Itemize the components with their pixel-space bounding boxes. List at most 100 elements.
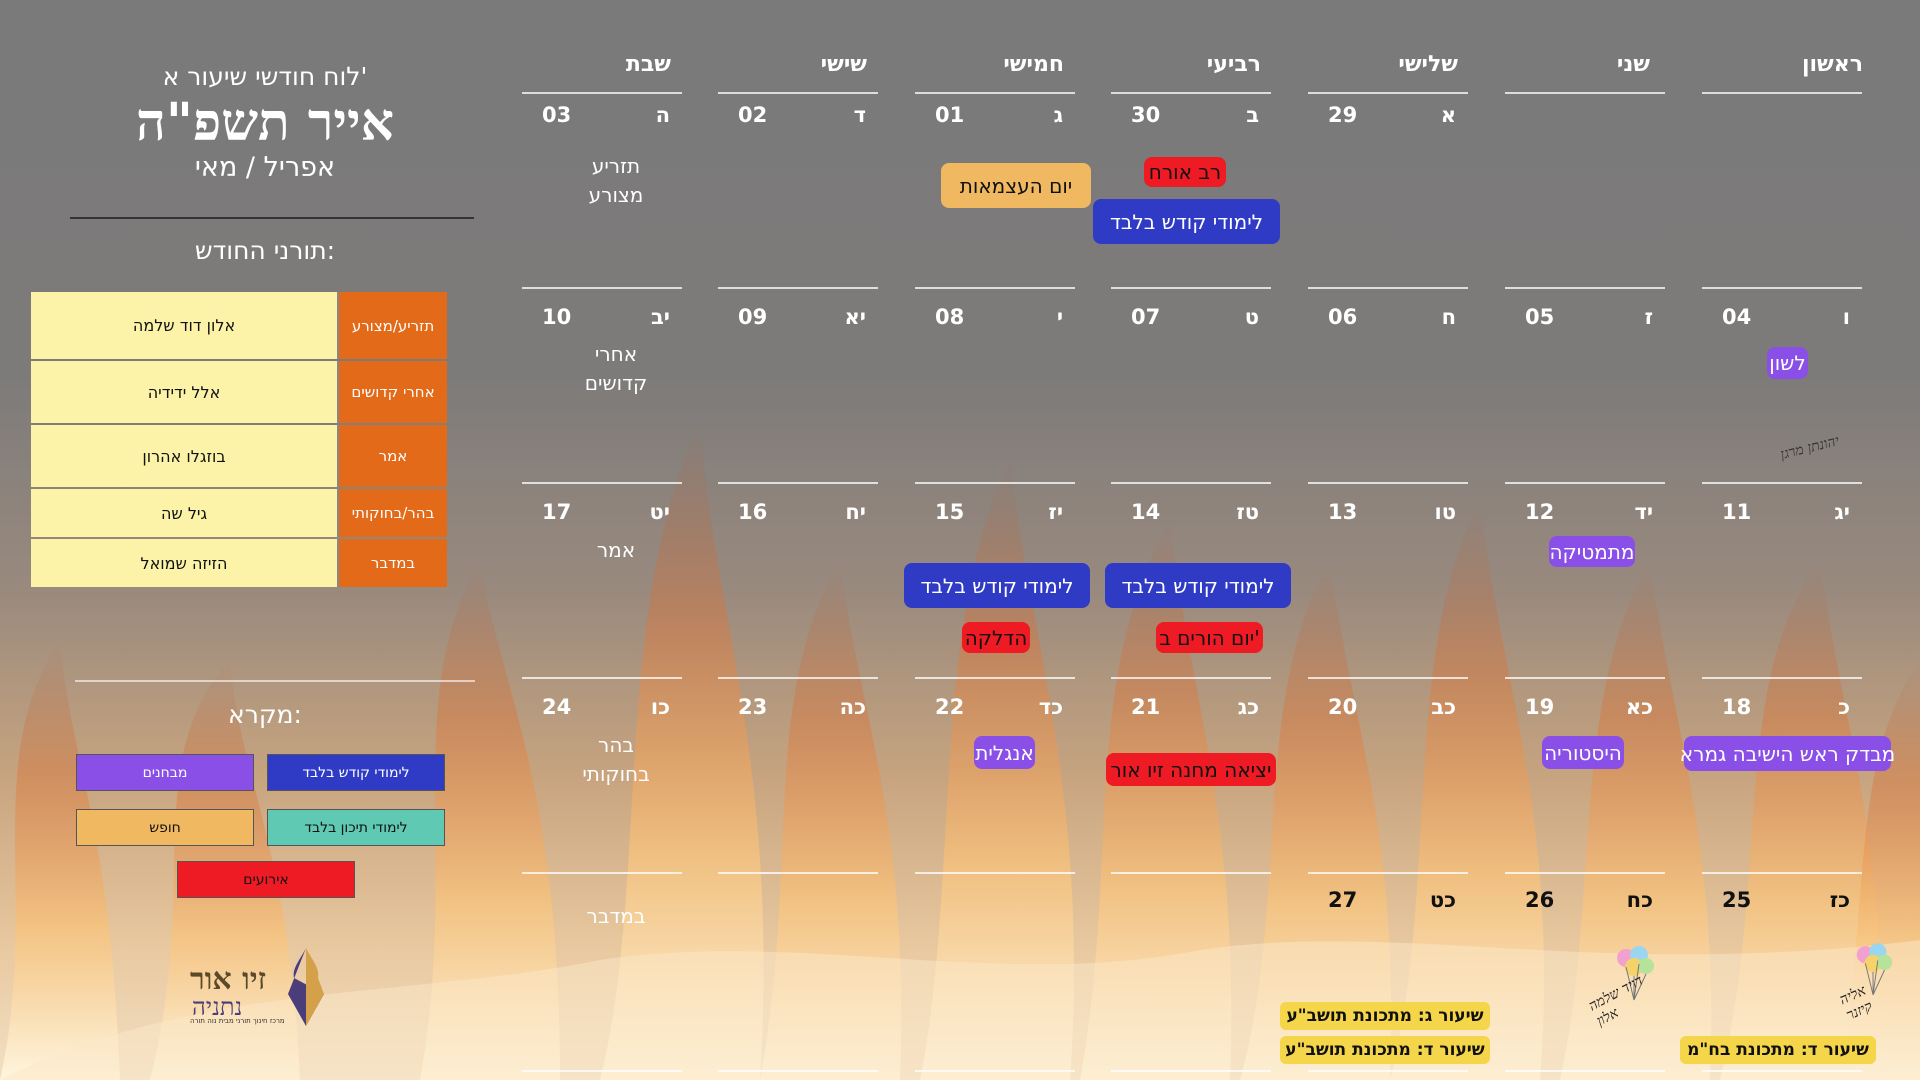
gregorian-date: 24 — [542, 695, 572, 719]
legend-events: אירועים — [177, 861, 355, 898]
duty-row: אמר בוזגלו אהרון — [27, 425, 447, 487]
hebrew-date: יג — [1834, 500, 1850, 524]
duty-row: אחרי קדושים אלל ידידיה — [27, 361, 447, 423]
hebrew-date: ב — [1246, 103, 1259, 127]
grid-line — [1111, 872, 1271, 874]
grid-line — [522, 287, 682, 289]
day-sunday: ראשון — [1801, 52, 1863, 77]
hebrew-date: יב — [651, 305, 670, 329]
gregorian-date: 16 — [738, 500, 768, 524]
grid-line — [1505, 872, 1665, 874]
gregorian-date: 11 — [1722, 500, 1752, 524]
duty-table: תזריע/מצורע אלון דוד שלמה אחרי קדושים אל… — [27, 292, 447, 589]
duty-name: בוזגלו אהרון — [31, 425, 337, 487]
gregorian-date: 02 — [738, 103, 768, 127]
gregorian-date: 13 — [1328, 500, 1358, 524]
duty-title: תורני החודש: — [194, 236, 336, 265]
gregorian-date: 03 — [542, 103, 572, 127]
grid-line — [522, 1070, 682, 1072]
grid-line — [718, 287, 878, 289]
gregorian-date: 26 — [1525, 888, 1555, 912]
grid-line — [1505, 482, 1665, 484]
hebrew-date: יח — [845, 500, 866, 524]
hebrew-date: כט — [1429, 888, 1456, 912]
event-history-exam: היסטוריה — [1542, 736, 1624, 769]
gregorian-date: 14 — [1131, 500, 1161, 524]
day-tuesday: שלישי — [1398, 52, 1458, 77]
hebrew-date: טז — [1236, 500, 1259, 524]
hebrew-date: יד — [1634, 500, 1653, 524]
duty-row: בהר/בחוקותי גיל שה — [27, 489, 447, 537]
grid-line — [915, 92, 1075, 94]
day-monday: שני — [1616, 52, 1650, 77]
hebrew-date: יז — [1048, 500, 1063, 524]
hebrew-date: כו — [650, 695, 670, 719]
duty-row: תזריע/מצורע אלון דוד שלמה — [27, 292, 447, 359]
gregorian-date: 04 — [1722, 305, 1752, 329]
hebrew-date: א — [1440, 103, 1456, 127]
gregorian-date: 09 — [738, 305, 768, 329]
gregorian-date: 25 — [1722, 888, 1752, 912]
event-independence-day: יום העצמאות — [941, 163, 1091, 208]
hebrew-date: ו — [1842, 305, 1850, 329]
grid-line — [1308, 482, 1468, 484]
grid-line — [718, 1070, 878, 1072]
event-exam-g-tosh: שיעור ג: מתכונת תושב"ע — [1280, 1002, 1490, 1030]
duty-parasha: אמר — [337, 425, 447, 487]
parasha-week-3: אמר — [596, 538, 636, 562]
event-kodesh-only: לימודי קודש בלבד — [1093, 199, 1280, 244]
calendar-title: אייר תשפ"ה — [135, 92, 395, 153]
calendar-subtitle: לוח חודשי שיעור א' — [162, 62, 368, 91]
grid-line — [1308, 1070, 1468, 1072]
event-exam-d-tanach: שיעור ד: מתכונת בח"מ — [1680, 1036, 1876, 1064]
hebrew-date: י — [1056, 305, 1063, 329]
grid-line — [915, 482, 1075, 484]
duty-parasha: במדבר — [337, 539, 447, 587]
event-rav-oreach: רב אורח — [1144, 157, 1226, 187]
logo-tagline: מרכז חינוך תורני מבית נוה תורה — [190, 1017, 285, 1025]
gregorian-date: 18 — [1722, 695, 1752, 719]
gregorian-date: 17 — [542, 500, 572, 524]
divider — [75, 680, 475, 682]
grid-line — [1702, 92, 1862, 94]
gregorian-date: 07 — [1131, 305, 1161, 329]
legend-title: מקרא: — [228, 700, 302, 729]
hebrew-date: כ — [1838, 695, 1850, 719]
grid-line — [1308, 872, 1468, 874]
balloons-icon — [1617, 946, 1654, 1001]
hebrew-date: ח — [1441, 305, 1456, 329]
grid-line — [1111, 677, 1271, 679]
grid-line — [522, 92, 682, 94]
day-friday: שישי — [820, 52, 867, 77]
grid-line — [915, 1070, 1075, 1072]
gregorian-date: 01 — [935, 103, 965, 127]
duty-parasha: בהר/בחוקותי — [337, 489, 447, 537]
gregorian-date: 08 — [935, 305, 965, 329]
logo-name: זיו אור — [190, 962, 267, 997]
gregorian-date: 30 — [1131, 103, 1161, 127]
event-lighting: הדלקה — [962, 622, 1030, 653]
parasha-week-5: במדבר — [586, 904, 646, 928]
grid-line — [915, 872, 1075, 874]
event-lashon-exam: לשון — [1767, 347, 1808, 379]
duty-row: במדבר הזיזה שמואל — [27, 539, 447, 587]
day-shabbat: שבת — [625, 52, 671, 77]
grid-line — [1505, 287, 1665, 289]
legend-vacation: חופש — [76, 809, 254, 846]
legend-highschool: לימודי תיכון בלבד — [267, 809, 445, 846]
hebrew-date: ז — [1644, 305, 1653, 329]
hebrew-date: ד — [853, 103, 866, 127]
hebrew-date: כג — [1237, 695, 1259, 719]
hebrew-date: כה — [839, 695, 866, 719]
gregorian-date: 20 — [1328, 695, 1358, 719]
gregorian-date: 05 — [1525, 305, 1555, 329]
grid-line — [915, 287, 1075, 289]
grid-line — [718, 677, 878, 679]
legend-exams: מבחנים — [76, 754, 254, 791]
gregorian-date: 12 — [1525, 500, 1555, 524]
grid-line — [718, 872, 878, 874]
gregorian-date: 23 — [738, 695, 768, 719]
event-kodesh-only: לימודי קודש בלבד — [904, 563, 1090, 608]
grid-line — [915, 677, 1075, 679]
parasha-week-2: אחרי קדושים — [584, 342, 648, 395]
